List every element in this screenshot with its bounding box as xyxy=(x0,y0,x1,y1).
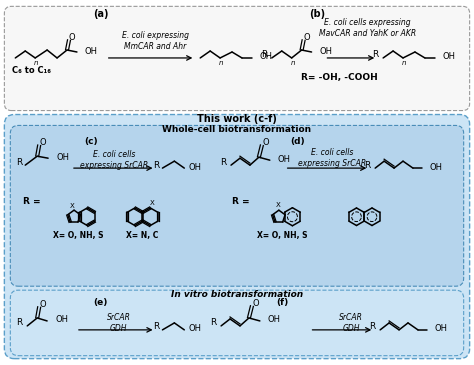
Text: E. coli cells
expressing SrCAR: E. coli cells expressing SrCAR xyxy=(80,150,148,170)
Text: SrCAR
GDH: SrCAR GDH xyxy=(339,313,363,333)
Text: OH: OH xyxy=(319,46,333,55)
Text: O: O xyxy=(253,299,259,308)
Text: E. coli expressing
MmCAR and Ahr: E. coli expressing MmCAR and Ahr xyxy=(122,31,189,51)
Text: X= O, NH, S: X= O, NH, S xyxy=(53,231,103,240)
Text: R: R xyxy=(210,318,216,327)
Text: R: R xyxy=(372,50,378,59)
Text: SrCAR
GDH: SrCAR GDH xyxy=(107,313,131,333)
Text: OH: OH xyxy=(430,163,443,172)
Text: OH: OH xyxy=(268,315,281,324)
Text: (f): (f) xyxy=(277,297,289,307)
Text: (c): (c) xyxy=(84,137,98,146)
Text: R: R xyxy=(154,322,160,331)
Text: (b): (b) xyxy=(310,9,326,19)
Text: X: X xyxy=(150,200,155,206)
Text: R: R xyxy=(369,322,375,331)
FancyBboxPatch shape xyxy=(4,6,470,111)
Text: O: O xyxy=(69,32,75,42)
Text: n: n xyxy=(219,60,223,66)
FancyBboxPatch shape xyxy=(4,115,470,359)
Text: OH: OH xyxy=(435,324,448,333)
Text: (d): (d) xyxy=(291,137,305,146)
Text: OH: OH xyxy=(188,163,201,172)
Text: O: O xyxy=(303,32,310,42)
Text: E. coli cells
expressing SrCAR: E. coli cells expressing SrCAR xyxy=(298,149,366,168)
Text: OH: OH xyxy=(443,53,456,61)
Text: This work (c-f): This work (c-f) xyxy=(197,115,277,124)
Text: OH: OH xyxy=(55,315,68,324)
Text: C₆ to C₁₆: C₆ to C₁₆ xyxy=(12,66,51,75)
Text: n: n xyxy=(34,60,38,66)
Text: O: O xyxy=(40,138,46,147)
FancyBboxPatch shape xyxy=(10,126,464,286)
Text: n: n xyxy=(291,60,295,66)
Text: n: n xyxy=(402,60,406,66)
Text: R= -OH, -COOH: R= -OH, -COOH xyxy=(301,73,378,82)
Text: OH: OH xyxy=(56,153,69,162)
Text: R: R xyxy=(220,158,226,167)
Text: (e): (e) xyxy=(94,297,108,307)
Text: X: X xyxy=(275,202,280,208)
Text: O: O xyxy=(263,138,269,147)
Text: OH: OH xyxy=(278,155,291,164)
Text: In vitro biotransformation: In vitro biotransformation xyxy=(171,290,303,299)
Text: X= N, C: X= N, C xyxy=(127,231,159,240)
Text: R =: R = xyxy=(23,197,41,206)
Text: R =: R = xyxy=(232,197,250,206)
Text: R: R xyxy=(364,161,370,170)
Text: E. coli cells expressing
MavCAR and YahK or AKR: E. coli cells expressing MavCAR and YahK… xyxy=(319,19,416,38)
Text: (a): (a) xyxy=(93,9,109,19)
FancyBboxPatch shape xyxy=(10,290,464,356)
Text: R: R xyxy=(261,50,267,59)
Text: R: R xyxy=(154,161,160,170)
Text: X= O, NH, S: X= O, NH, S xyxy=(257,231,308,240)
Text: OH: OH xyxy=(188,324,201,333)
Text: R: R xyxy=(16,318,22,327)
Text: OH: OH xyxy=(85,46,98,55)
Text: X: X xyxy=(70,203,74,209)
Text: Whole-cell biotransformation: Whole-cell biotransformation xyxy=(163,125,311,134)
Text: OH: OH xyxy=(260,53,273,61)
Text: R: R xyxy=(16,158,22,167)
Text: O: O xyxy=(40,300,46,308)
